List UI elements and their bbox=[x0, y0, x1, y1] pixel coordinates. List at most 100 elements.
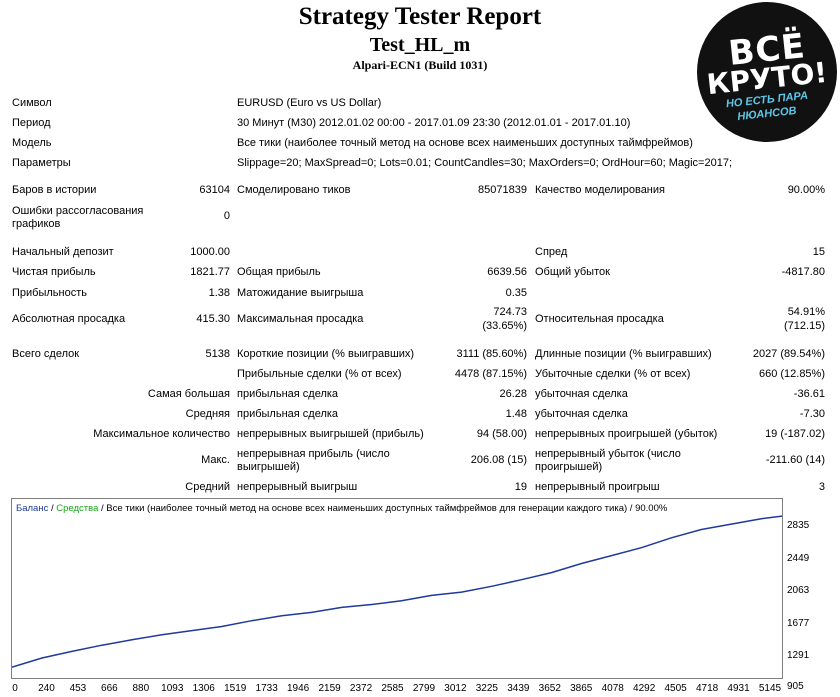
x-tick-label: 4505 bbox=[664, 683, 687, 694]
maxcount-wins-value: 94 (58.00) bbox=[476, 428, 527, 440]
x-tick-label: 2799 bbox=[412, 683, 436, 694]
balance-line bbox=[12, 515, 782, 668]
loss-trades-label: Убыточные сделки (% от всех) bbox=[535, 368, 691, 380]
largest-profit-label: прибыльная сделка bbox=[237, 388, 339, 400]
max-profit-label: непрерывная прибыль (число выигрышей) bbox=[237, 448, 390, 473]
maxdd-percent: (33.65%) bbox=[482, 320, 527, 332]
x-tick-label: 880 bbox=[132, 683, 150, 694]
average-label: Средняя bbox=[185, 408, 230, 420]
x-tick-label: 2372 bbox=[349, 683, 373, 694]
x-tick-label: 1946 bbox=[287, 683, 310, 694]
x-tick-label: 4078 bbox=[601, 683, 624, 694]
largest-profit-value: 26.28 bbox=[499, 388, 527, 400]
absdd-label: Абсолютная просадка bbox=[12, 313, 126, 325]
pf-label: Прибыльность bbox=[12, 287, 87, 299]
average-loss-label: убыточная сделка bbox=[535, 408, 628, 420]
y-tick-label: 2449 bbox=[787, 553, 810, 564]
avg-label: Средний bbox=[185, 481, 230, 493]
ticks-label: Смоделировано тиков bbox=[237, 184, 351, 196]
max-profit-value: 206.08 (15) bbox=[470, 454, 527, 466]
x-tick-label: 4292 bbox=[633, 683, 656, 694]
model-value: Все тики (наиболее точный метод на основ… bbox=[237, 137, 693, 149]
max-loss-label: непрерывный убыток (число проигрышей) bbox=[535, 448, 681, 473]
symbol-label: Символ bbox=[12, 97, 52, 109]
legend-balance: Баланс bbox=[16, 503, 49, 514]
profit-trades-label: Прибыльные сделки (% от всех) bbox=[237, 368, 402, 380]
x-tick-label: 5145 bbox=[758, 683, 782, 694]
average-profit-label: прибыльная сделка bbox=[237, 408, 339, 420]
report-title: Strategy Tester Report bbox=[298, 3, 542, 30]
long-value: 2027 (89.54%) bbox=[752, 348, 825, 360]
pf-value: 1.38 bbox=[208, 287, 230, 299]
mismatch-value: 0 bbox=[223, 210, 230, 222]
netprofit-value: 1821.77 bbox=[190, 266, 230, 278]
grossloss-label: Общий убыток bbox=[535, 266, 610, 278]
spread-value: 15 bbox=[812, 246, 825, 258]
max-loss-value: -211.60 (14) bbox=[765, 454, 825, 466]
largest-loss-label: убыточная сделка bbox=[535, 388, 628, 400]
chart-legend: Баланс / Средства / Все тики (наиболее т… bbox=[16, 503, 668, 514]
params-label: Параметры bbox=[12, 157, 71, 169]
average-loss-value: -7.30 bbox=[799, 408, 825, 420]
y-tick-label: 2835 bbox=[787, 520, 810, 531]
balance-chart-svg bbox=[12, 515, 782, 668]
x-tick-label: 1733 bbox=[255, 683, 278, 694]
x-tick-label: 3865 bbox=[570, 683, 593, 694]
legend-quality: 90.00% bbox=[635, 503, 668, 514]
balance-chart bbox=[11, 498, 783, 679]
x-tick-label: 3012 bbox=[444, 683, 467, 694]
x-tick-label: 3225 bbox=[475, 683, 498, 694]
profit-trades-value: 4478 (87.15%) bbox=[454, 368, 527, 380]
maxdd-value: 724.73 bbox=[493, 306, 527, 318]
avg-wins-value: 19 bbox=[514, 481, 527, 493]
short-label: Короткие позиции (% выигравших) bbox=[237, 348, 415, 360]
trades-value: 5138 bbox=[205, 348, 230, 360]
x-tick-label: 1306 bbox=[192, 683, 215, 694]
avg-wins-label: непрерывный выигрыш bbox=[237, 481, 358, 493]
y-tick-label: 1291 bbox=[787, 650, 810, 661]
y-tick-label: 2063 bbox=[787, 585, 810, 596]
y-tick-label: 1677 bbox=[787, 618, 810, 629]
model-label: Модель bbox=[12, 137, 52, 149]
expect-label: Матожидание выигрыша bbox=[237, 287, 364, 299]
legend-model: Все тики (наиболее точный метод на основ… bbox=[106, 503, 628, 514]
largest-loss-value: -36.61 bbox=[793, 388, 825, 400]
loss-trades-value: 660 (12.85%) bbox=[758, 368, 825, 380]
legend-equity: Средства bbox=[56, 503, 99, 514]
period-label: Период bbox=[12, 117, 51, 129]
x-tick-label: 2585 bbox=[381, 683, 404, 694]
deposit-label: Начальный депозит bbox=[12, 246, 114, 258]
ticks-value: 85071839 bbox=[478, 184, 527, 196]
average-profit-value: 1.48 bbox=[505, 408, 527, 420]
mismatch-label: Ошибки рассогласования графиков bbox=[12, 205, 144, 230]
bars-value: 63104 bbox=[199, 184, 230, 196]
x-tick-label: 666 bbox=[101, 683, 118, 694]
report-build: Alpari-ECN1 (Build 1031) bbox=[352, 58, 488, 72]
report-subtitle: Test_HL_m bbox=[369, 34, 471, 56]
reldd-value: 54.91% bbox=[787, 306, 825, 318]
x-tick-label: 4931 bbox=[727, 683, 750, 694]
x-tick-label: 453 bbox=[69, 683, 87, 694]
netprofit-label: Чистая прибыль bbox=[12, 266, 96, 278]
x-tick-label: 3652 bbox=[538, 683, 561, 694]
symbol-value: EURUSD (Euro vs US Dollar) bbox=[237, 97, 382, 109]
maxcount-label: Максимальное количество bbox=[93, 428, 230, 440]
long-label: Длинные позиции (% выигравших) bbox=[535, 348, 712, 360]
deposit-value: 1000.00 bbox=[190, 246, 230, 258]
grossloss-value: -4817.80 bbox=[781, 266, 825, 278]
y-tick-label: 905 bbox=[787, 681, 804, 692]
x-tick-label: 240 bbox=[38, 683, 55, 694]
max-label: Макс. bbox=[201, 454, 230, 466]
spread-label: Спред bbox=[535, 246, 568, 258]
trades-label: Всего сделок bbox=[12, 348, 80, 360]
avg-losses-value: 3 bbox=[818, 481, 825, 493]
x-tick-label: 2159 bbox=[318, 683, 341, 694]
x-tick-label: 0 bbox=[12, 683, 18, 694]
grossprofit-label: Общая прибыль bbox=[237, 266, 321, 278]
maxcount-losses-label: непрерывных проигрышей (убыток) bbox=[535, 428, 718, 440]
avg-losses-label: непрерывный проигрыш bbox=[535, 481, 660, 493]
promo-badge: ВСЁ КРУТО! НО ЕСТЬ ПАРА НЮАНСОВ bbox=[697, 2, 837, 142]
quality-label: Качество моделирования bbox=[535, 184, 665, 196]
reldd-amount: (712.15) bbox=[784, 320, 825, 332]
maxcount-wins-label: непрерывных выигрышей (прибыль) bbox=[237, 428, 424, 440]
